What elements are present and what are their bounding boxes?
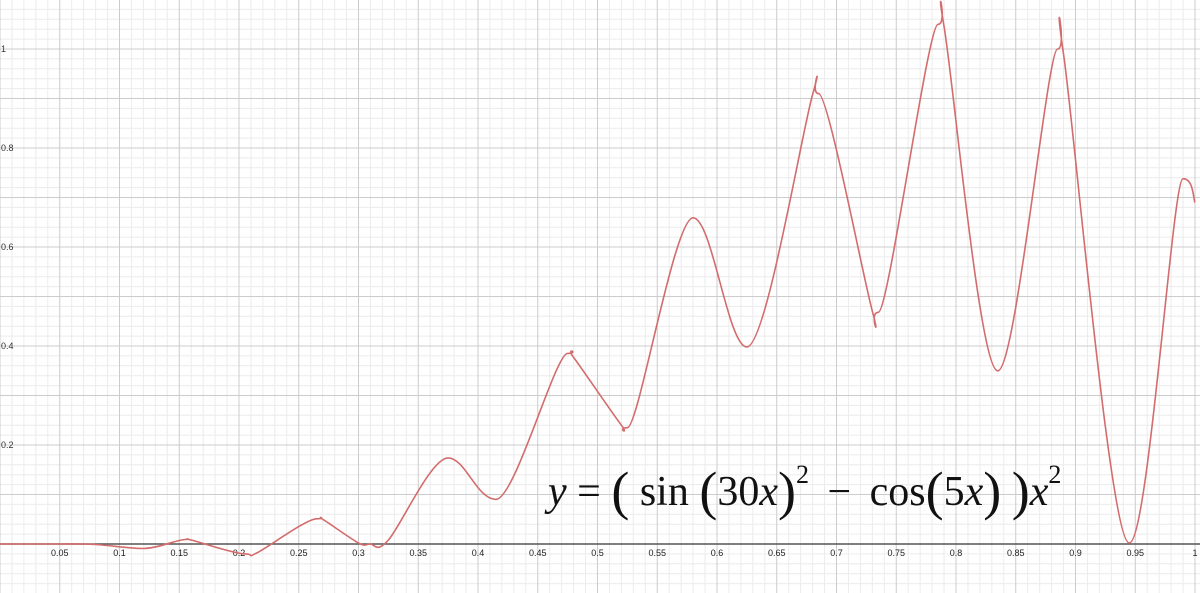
x-tick-label: 0.25 xyxy=(290,548,308,558)
x-tick-label: 0.85 xyxy=(1007,548,1025,558)
x-tick-label: 0.95 xyxy=(1126,548,1144,558)
y-tick-label: 1 xyxy=(1,44,6,54)
x-tick-label: 0.15 xyxy=(170,548,188,558)
eq-lparen: ( xyxy=(611,461,630,521)
x-tick-label: 0.35 xyxy=(409,548,427,558)
x-tick-label: 0.8 xyxy=(950,548,963,558)
eq-arg2-var: x xyxy=(964,469,984,515)
y-tick-label: 0.4 xyxy=(1,341,14,351)
eq-arg1-var: x xyxy=(759,469,778,515)
function-curve xyxy=(0,0,1196,557)
eq-arg1-open: ( xyxy=(699,461,718,521)
eq-minus: − xyxy=(827,469,852,515)
eq-equals: = xyxy=(577,469,601,515)
x-tick-label: 0.5 xyxy=(591,548,604,558)
x-tick-label: 0.4 xyxy=(472,548,485,558)
eq-arg1-close: ) xyxy=(777,461,796,521)
x-tick-labels: 0.05 0.1 0.15 0.2 0.25 0.3 0.35 0.4 0.45 0.5 0.55 0… xyxy=(51,548,1198,558)
eq-arg2-num: 5 xyxy=(943,469,965,515)
y-tick-label: 0.6 xyxy=(1,242,14,252)
eq-exp1: 2 xyxy=(795,460,809,489)
eq-arg2-close: ) xyxy=(983,461,1002,521)
y-tick-labels: 0.2 0.4 0.6 0.8 1 xyxy=(1,44,14,450)
x-tick-label: 0.55 xyxy=(648,548,666,558)
y-tick-label: 0.8 xyxy=(1,143,14,153)
x-tick-label: 0.6 xyxy=(711,548,724,558)
x-tick-label: 0.65 xyxy=(768,548,786,558)
x-tick-label: 0.3 xyxy=(352,548,365,558)
equation-label: y = ( sin (30x)2 − cos(5x) )x2 xyxy=(548,460,1062,521)
x-tick-label: 0.75 xyxy=(887,548,905,558)
eq-exp2: 2 xyxy=(1048,460,1062,489)
x-tick-label: 0.9 xyxy=(1069,548,1082,558)
x-tick-label: 0.05 xyxy=(51,548,69,558)
x-tick-label: 0.7 xyxy=(830,548,843,558)
eq-sin: sin xyxy=(639,469,689,515)
eq-y: y xyxy=(548,469,567,515)
eq-rparen: ) xyxy=(1011,461,1030,521)
x-tick-label: 0.45 xyxy=(529,548,547,558)
x-tick-label: 0.1 xyxy=(113,548,126,558)
eq-tail-var: x xyxy=(1029,469,1049,515)
eq-arg2-open: ( xyxy=(925,461,944,521)
y-tick-label: 0.2 xyxy=(1,440,14,450)
eq-arg1-num: 30 xyxy=(717,469,760,515)
x-tick-label: 1 xyxy=(1192,548,1197,558)
eq-cos: cos xyxy=(869,469,926,515)
